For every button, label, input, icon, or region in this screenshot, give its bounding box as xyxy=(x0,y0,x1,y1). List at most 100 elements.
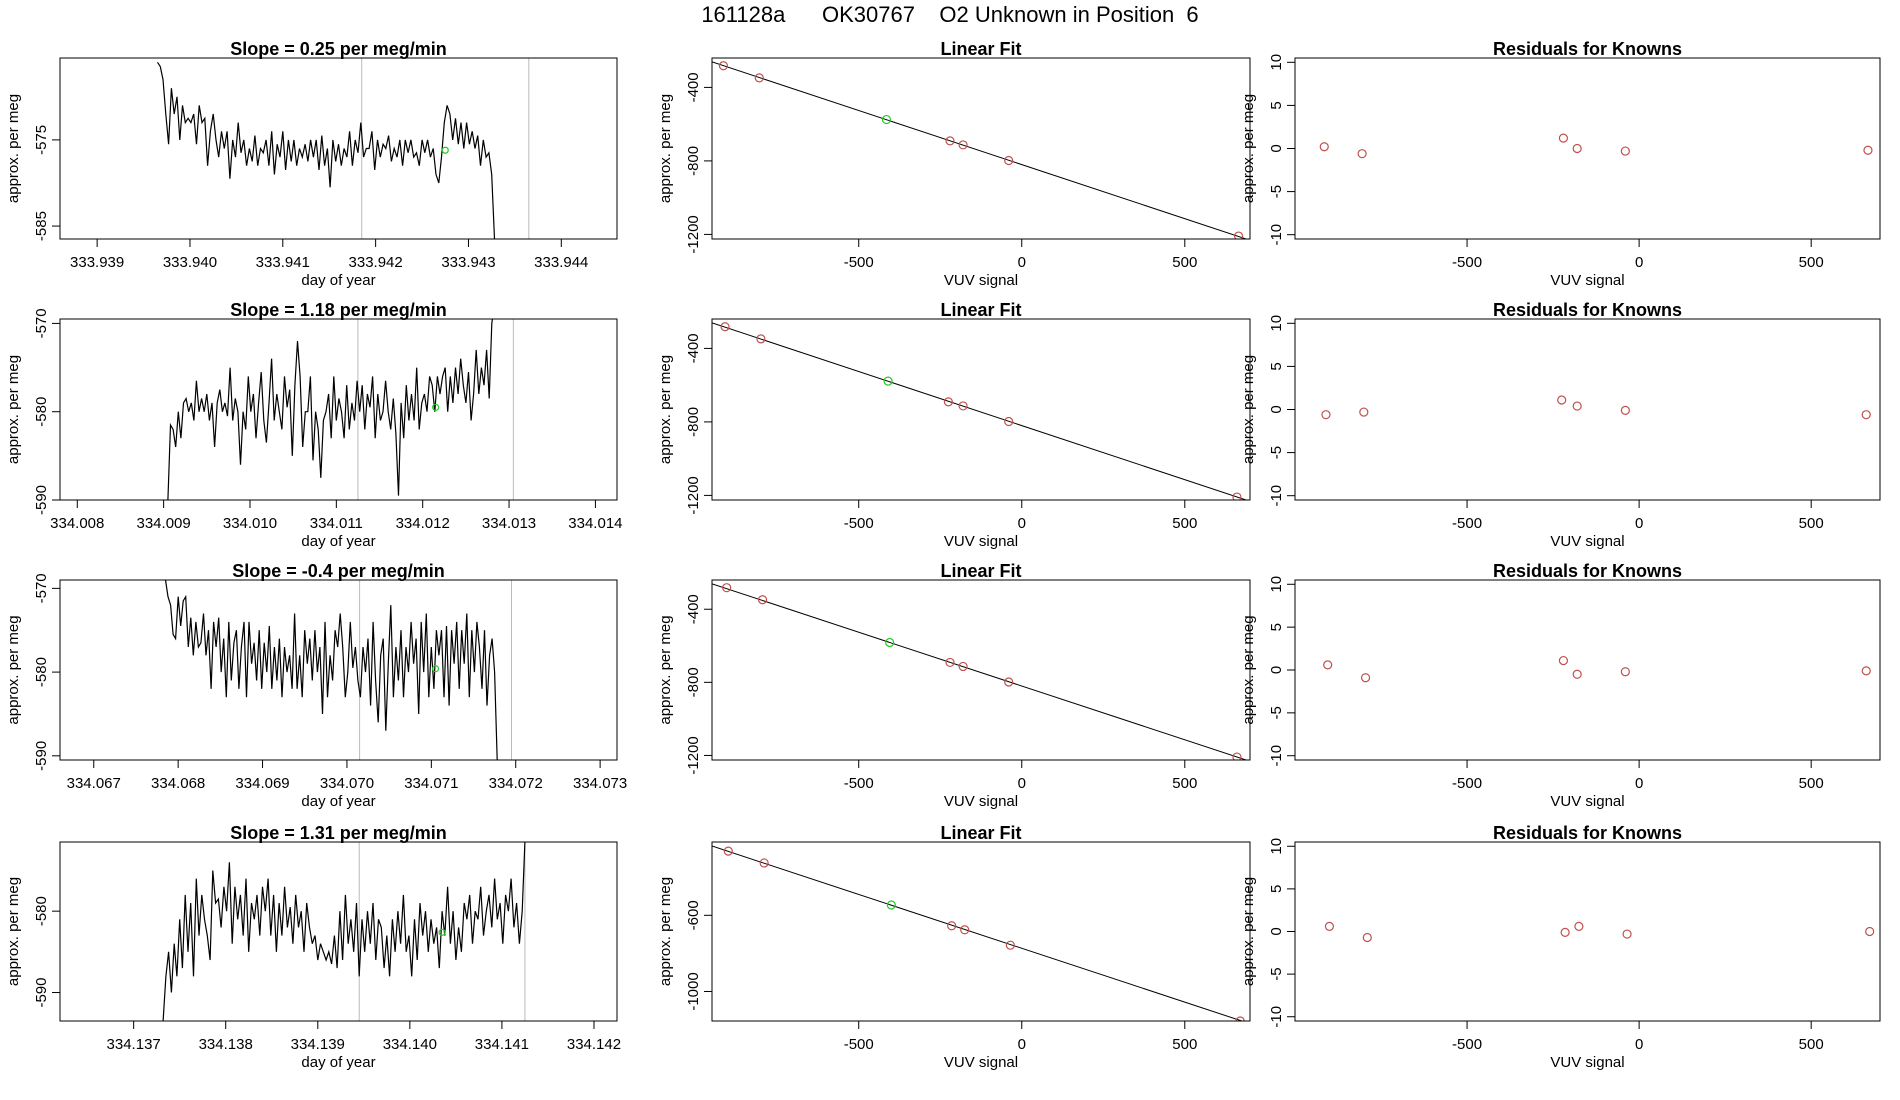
plot-area xyxy=(712,61,1248,239)
y-tick-label: 5 xyxy=(1268,101,1285,109)
chart-title: Residuals for Knowns xyxy=(1493,561,1682,581)
plot-frame xyxy=(59,318,618,501)
unknown-data-point xyxy=(886,900,896,910)
y-axis-label: approx. per meg xyxy=(5,94,22,203)
residual-data-point xyxy=(1362,932,1372,943)
plot-frame xyxy=(711,318,1251,501)
x-tick-label: 500 xyxy=(1799,775,1824,792)
residual-data-point xyxy=(1560,927,1570,937)
known-data-point xyxy=(958,661,968,672)
chart-title: Linear Fit xyxy=(940,823,1021,843)
residual-data-point xyxy=(1863,145,1873,155)
x-tick-label: -500 xyxy=(844,515,874,532)
y-axis-label: approx. per meg xyxy=(1240,615,1257,724)
known-data-point xyxy=(960,925,970,935)
residual-data-point xyxy=(1574,921,1584,931)
y-axis-label: approx. per meg xyxy=(657,94,674,203)
chart-title: Residuals for Knowns xyxy=(1493,39,1682,59)
known-data-point xyxy=(943,397,953,407)
x-tick-label: 334.012 xyxy=(396,515,450,532)
residual-data-point xyxy=(1360,673,1371,683)
x-tick-label: 333.944 xyxy=(534,254,588,271)
y-tick-label: -1200 xyxy=(685,736,702,774)
x-tick-label: -500 xyxy=(1452,254,1482,271)
page-title: 161128a OK30767 O2 Unknown in Position 6 xyxy=(701,2,1199,27)
known-data-point xyxy=(754,73,764,83)
x-tick-label: 334.010 xyxy=(223,515,277,532)
x-axis-label: VUV signal xyxy=(1550,272,1624,289)
y-tick-label: -800 xyxy=(685,407,702,437)
y-tick-label: -10 xyxy=(1268,224,1285,246)
x-tick-label: 334.069 xyxy=(235,775,289,792)
x-tick-label: 334.068 xyxy=(151,775,205,792)
unknown-data-point xyxy=(431,665,440,673)
y-tick-label: -400 xyxy=(685,72,702,102)
y-tick-label: -575 xyxy=(33,125,50,155)
x-tick-label: 334.142 xyxy=(567,1036,621,1053)
chart-panel: Linear Fit -500 0 500 VUV signal -400 -800 -120… xyxy=(657,561,1251,810)
fit-line xyxy=(712,845,1244,1021)
y-axis-label: approx. per meg xyxy=(5,877,22,986)
y-tick-label: 10 xyxy=(1268,315,1285,332)
known-data-point xyxy=(945,657,955,668)
data-trace-line xyxy=(167,319,494,500)
y-tick-label: 0 xyxy=(1268,405,1285,413)
data-trace-line xyxy=(156,61,496,239)
known-data-point xyxy=(718,61,729,71)
x-tick-label: 0 xyxy=(1635,254,1643,271)
residual-data-point xyxy=(1359,407,1369,417)
chart-panel: Slope = 1.31 per meg/min 334.137 334.138 33… xyxy=(5,823,621,1071)
x-tick-label: 334.139 xyxy=(291,1036,345,1053)
y-axis-label: approx. per meg xyxy=(657,355,674,464)
x-tick-label: 500 xyxy=(1172,254,1197,271)
known-data-point xyxy=(723,846,733,856)
y-tick-label: -5 xyxy=(1268,185,1285,198)
plot-frame xyxy=(1294,841,1881,1022)
y-tick-label: -1000 xyxy=(685,972,702,1010)
plot-frame xyxy=(59,841,618,1022)
x-tick-label: 333.940 xyxy=(163,254,217,271)
y-tick-label: -1200 xyxy=(685,215,702,253)
x-tick-label: 500 xyxy=(1172,775,1197,792)
unknown-data-point xyxy=(432,403,440,411)
x-tick-label: -500 xyxy=(1452,1036,1482,1053)
residual-data-point xyxy=(1620,405,1630,415)
fit-line xyxy=(712,61,1248,239)
y-axis-label: approx. per meg xyxy=(5,615,22,724)
x-tick-label: 334.137 xyxy=(107,1036,161,1053)
fit-line xyxy=(712,322,1248,500)
y-tick-label: -585 xyxy=(33,211,50,241)
known-data-point xyxy=(1233,231,1244,239)
y-axis-label: approx. per meg xyxy=(657,615,674,724)
x-tick-label: 334.141 xyxy=(475,1036,529,1053)
x-tick-label: 334.011 xyxy=(310,515,363,532)
x-tick-label: 0 xyxy=(1635,515,1643,532)
plot-area xyxy=(156,58,530,239)
data-trace-line xyxy=(164,580,498,760)
plot-area xyxy=(1323,655,1871,683)
x-axis-label: VUV signal xyxy=(944,533,1018,550)
x-tick-label: -500 xyxy=(1452,515,1482,532)
residual-data-point xyxy=(1558,133,1569,143)
chart-panel: Linear Fit -500 0 500 VUV signal -400 -800 -120… xyxy=(657,39,1251,289)
x-tick-label: 0 xyxy=(1018,515,1026,532)
x-tick-label: 0 xyxy=(1018,254,1026,271)
known-data-point xyxy=(1232,492,1242,500)
y-tick-label: -10 xyxy=(1268,745,1285,767)
plot-area xyxy=(1324,921,1875,943)
x-tick-label: 334.013 xyxy=(482,515,536,532)
residual-data-point xyxy=(1620,146,1630,156)
x-axis-label: VUV signal xyxy=(1550,533,1624,550)
x-tick-label: 333.942 xyxy=(349,254,403,271)
y-tick-label: 5 xyxy=(1268,885,1285,893)
plot-area xyxy=(1321,395,1871,420)
known-data-point xyxy=(722,583,732,593)
chart-title: Slope = -0.4 per meg/min xyxy=(232,561,445,581)
known-data-point xyxy=(958,140,968,150)
x-axis-label: VUV signal xyxy=(1550,1054,1624,1071)
chart-title: Linear Fit xyxy=(940,300,1021,320)
y-tick-label: -5 xyxy=(1268,446,1285,459)
chart-panel: Linear Fit -500 0 500 VUV signal -400 -800 -120… xyxy=(657,300,1251,550)
residual-data-point xyxy=(1321,410,1331,420)
